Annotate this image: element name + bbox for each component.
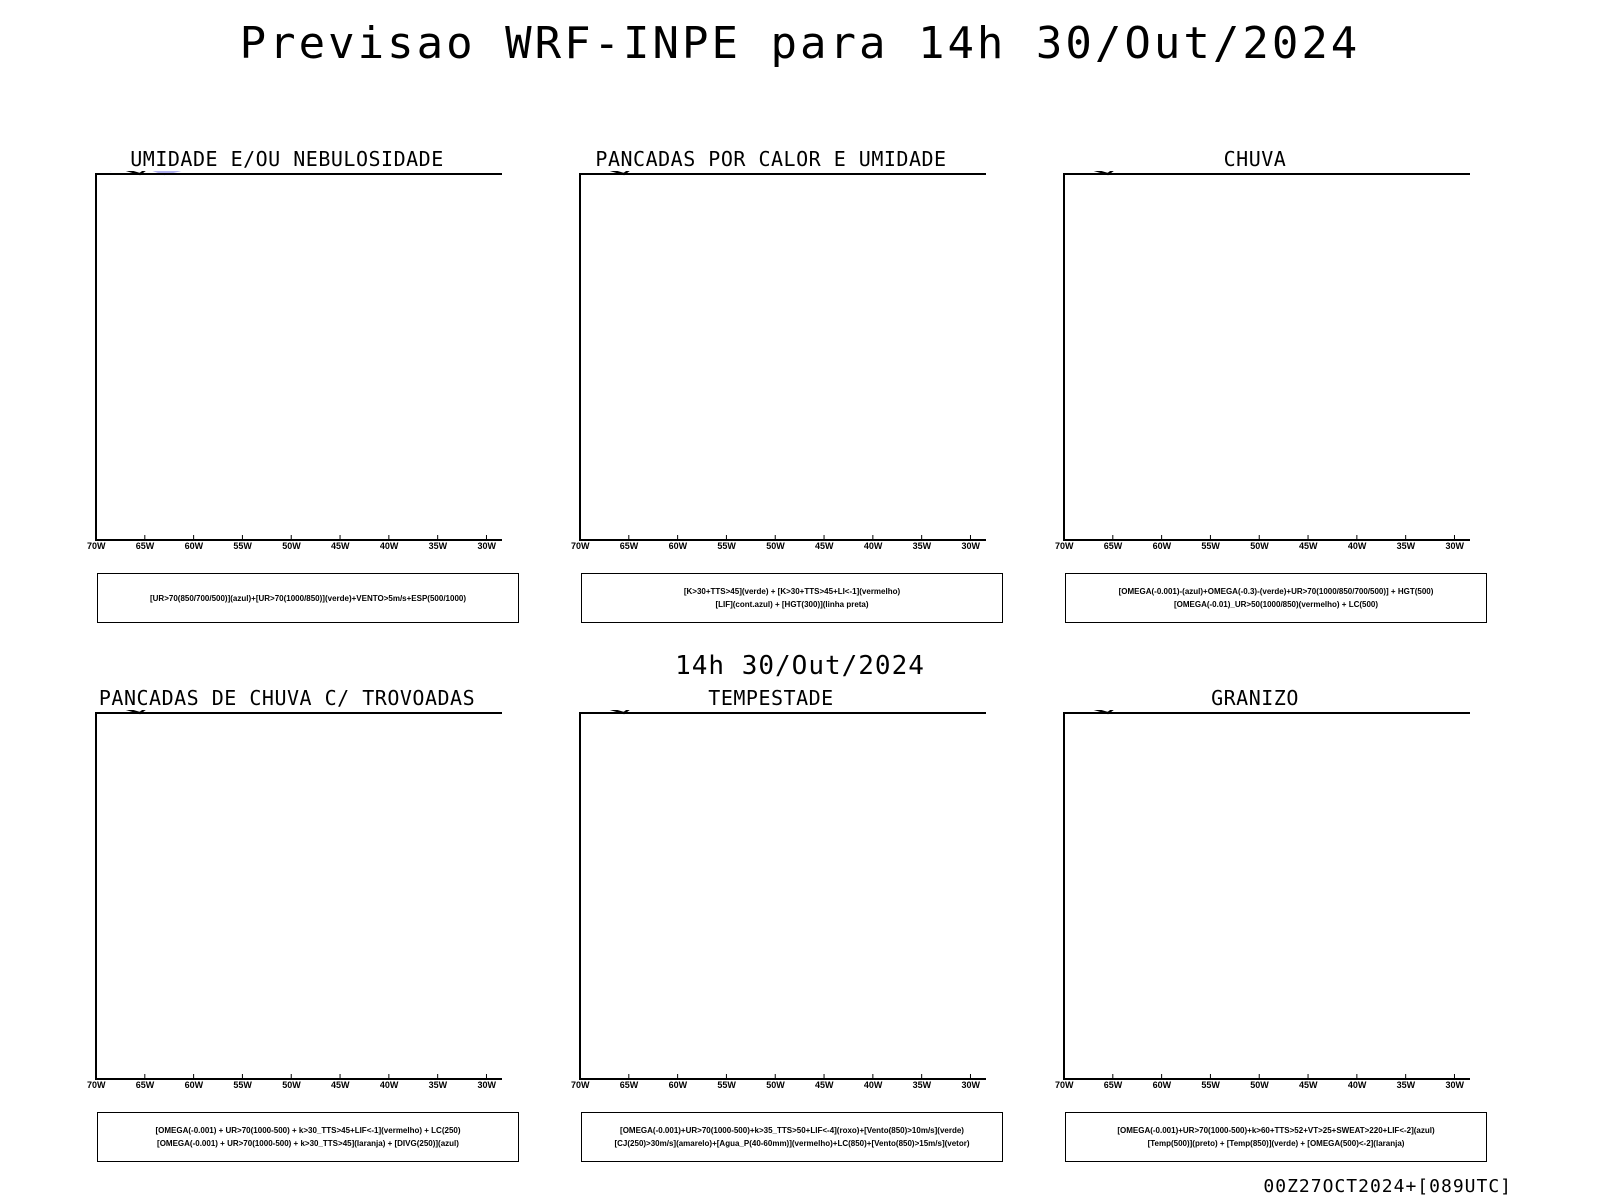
lon-tick-label: 60W: [1153, 1080, 1172, 1090]
panel-title: PANCADAS DE CHUVA C/ TROVOADAS: [98, 686, 476, 710]
panel-granizo: GRANIZO -12-15-15-12-15 70W65W60W55W50W4…: [1040, 686, 1487, 1166]
lon-tick-label: 45W: [1299, 1080, 1318, 1090]
lon-tick-label: 65W: [620, 541, 639, 551]
map-trovoadas: 70W65W60W55W50W45W40W35W30W12S15S18S21S2…: [87, 710, 502, 1090]
panel-chuva: CHUVA 582576570576576 70W65W60W55W50W45W…: [1040, 147, 1487, 627]
lon-tick-label: 40W: [380, 1080, 399, 1090]
panel-umidade: UMIDADE E/OU NEBULOSIDADE 10081012101610…: [72, 147, 519, 627]
lon-tick-label: 70W: [1055, 541, 1074, 551]
lon-tick-label: 60W: [669, 1080, 688, 1090]
legend-trovoadas: [OMEGA(-0.001) + UR>70(1000-500) + k>30_…: [97, 1112, 519, 1162]
lon-tick-label: 35W: [913, 541, 932, 551]
lon-tick-label: 55W: [717, 541, 736, 551]
map-granizo: -12-15-15-12-15 70W65W60W55W50W45W40W35W…: [1055, 710, 1470, 1090]
legend-tempestade: [OMEGA(-0.001)+UR>70(1000-500)+k>35_TTS>…: [581, 1112, 1003, 1162]
lon-tick-label: 65W: [136, 541, 155, 551]
legend-line: [OMEGA(-0.001)+UR>70(1000-500)+k>35_TTS>…: [620, 1126, 964, 1135]
forecast-time-label: 14h 30/Out/2024: [675, 651, 925, 681]
lon-tick-label: 50W: [766, 1080, 785, 1090]
lon-tick-label: 50W: [282, 1080, 301, 1090]
lon-tick-label: 45W: [815, 541, 834, 551]
main-title: Previsao WRF-INPE para 14h 30/Out/2024: [239, 18, 1361, 69]
map-chuva: 582576570576576 70W65W60W55W50W45W40W35W…: [1055, 171, 1470, 551]
lon-tick-label: 50W: [1250, 1080, 1269, 1090]
legend-chuva: [OMEGA(-0.001)-(azul)+OMEGA(-0.3)-(verde…: [1065, 573, 1487, 623]
legend-line: [OMEGA(-0.001)-(azul)+OMEGA(-0.3)-(verde…: [1118, 587, 1434, 596]
map-frame: [1063, 712, 1470, 1080]
legend-line: [LIF](cont.azul) + [HGT(300)](linha pret…: [715, 600, 869, 609]
legend-pancadas-calor: [K>30+TTS>45](verde) + [K>30+TTS>45+LI<-…: [581, 573, 1003, 623]
lon-tick-label: 35W: [1397, 1080, 1416, 1090]
lon-tick-label: 55W: [717, 1080, 736, 1090]
map-frame: [95, 712, 502, 1080]
map-frame: [95, 173, 502, 541]
lon-tick-label: 30W: [477, 541, 496, 551]
panel-title: CHUVA: [1223, 147, 1287, 171]
map-pancadas-calor: 9600950095209440940095209440 70W65W60W55…: [571, 171, 986, 551]
lon-tick-label: 70W: [1055, 1080, 1074, 1090]
lon-tick-label: 35W: [429, 1080, 448, 1090]
lon-tick-label: 50W: [766, 541, 785, 551]
lon-tick-label: 40W: [380, 541, 399, 551]
map-umidade: 10081012101610201024552570576582564 70W6…: [87, 171, 502, 551]
legend-granizo: [OMEGA(-0.001)+UR>70(1000-500)+k>60+TTS>…: [1065, 1112, 1487, 1162]
legend-line: [OMEGA(-0.001) + UR>70(1000-500) + k>30_…: [155, 1126, 461, 1135]
map-frame: [579, 712, 986, 1080]
lon-tick-label: 65W: [1104, 541, 1123, 551]
lon-tick-label: 45W: [1299, 541, 1318, 551]
panel-pancadas-calor: PANCADAS POR CALOR E UMIDADE 96009500952…: [556, 147, 1003, 627]
lon-tick-label: 60W: [669, 541, 688, 551]
lon-tick-label: 70W: [571, 1080, 590, 1090]
lon-tick-label: 55W: [1201, 1080, 1220, 1090]
lon-tick-label: 50W: [282, 541, 301, 551]
legend-line: [OMEGA(-0.001) + UR>70(1000-500) + k>30_…: [157, 1139, 459, 1148]
panel-title: UMIDADE E/OU NEBULOSIDADE: [130, 147, 444, 171]
lon-tick-label: 65W: [136, 1080, 155, 1090]
lon-tick-label: 40W: [1348, 1080, 1367, 1090]
lon-tick-label: 50W: [1250, 541, 1269, 551]
legend-line: [K>30+TTS>45](verde) + [K>30+TTS>45+LI<-…: [683, 587, 901, 596]
lon-tick-label: 30W: [961, 1080, 980, 1090]
legend-line: [OMEGA(-0.01)_UR>50(1000/850)(vermelho) …: [1173, 600, 1379, 609]
lon-tick-label: 30W: [1445, 541, 1464, 551]
map-tempestade: 404040 70W65W60W55W50W45W40W35W30W12S15S…: [571, 710, 986, 1090]
lon-tick-label: 55W: [1201, 541, 1220, 551]
lon-tick-label: 60W: [185, 1080, 204, 1090]
panel-title: GRANIZO: [1211, 686, 1299, 710]
legend-line: [Temp(500)](preto) + [Temp(850)](verde) …: [1147, 1139, 1405, 1148]
lon-tick-label: 70W: [87, 541, 106, 551]
lon-tick-label: 40W: [1348, 541, 1367, 551]
lon-tick-label: 65W: [620, 1080, 639, 1090]
lon-tick-label: 35W: [1397, 541, 1416, 551]
map-frame: [1063, 173, 1470, 541]
panel-title: PANCADAS POR CALOR E UMIDADE: [595, 147, 947, 171]
lon-tick-label: 55W: [233, 541, 252, 551]
panel-tempestade: TEMPESTADE 404040 70W65W60W55W50W45W40W3…: [556, 686, 1003, 1166]
lon-tick-label: 35W: [913, 1080, 932, 1090]
map-frame: [579, 173, 986, 541]
lon-tick-label: 60W: [1153, 541, 1172, 551]
lon-tick-label: 60W: [185, 541, 204, 551]
lon-tick-label: 35W: [429, 541, 448, 551]
lon-tick-label: 70W: [571, 541, 590, 551]
lon-tick-label: 45W: [331, 541, 350, 551]
lon-tick-label: 55W: [233, 1080, 252, 1090]
lon-tick-label: 30W: [477, 1080, 496, 1090]
panel-trovoadas: PANCADAS DE CHUVA C/ TROVOADAS 70W 65W 60W…: [72, 686, 519, 1166]
panel-title: TEMPESTADE: [708, 686, 834, 710]
lon-tick-label: 40W: [864, 1080, 883, 1090]
legend-line: [OMEGA(-0.001)+UR>70(1000-500)+k>60+TTS>…: [1117, 1126, 1435, 1135]
lon-tick-label: 45W: [815, 1080, 834, 1090]
lon-tick-label: 45W: [331, 1080, 350, 1090]
lon-tick-label: 30W: [1445, 1080, 1464, 1090]
lon-tick-label: 30W: [961, 541, 980, 551]
lon-tick-label: 40W: [864, 541, 883, 551]
legend-umidade: [UR>70(850/700/500)](azul)+[UR>70(1000/8…: [97, 573, 519, 623]
lon-tick-label: 65W: [1104, 1080, 1123, 1090]
legend-line: [UR>70(850/700/500)](azul)+[UR>70(1000/8…: [149, 593, 467, 603]
lon-tick-label: 70W: [87, 1080, 106, 1090]
legend-line: [CJ(250)>30m/s](amarelo)+[Agua_P(40-60mm…: [614, 1139, 970, 1148]
run-timestamp: 00Z27OCT2024+[089UTC]: [1263, 1176, 1512, 1197]
